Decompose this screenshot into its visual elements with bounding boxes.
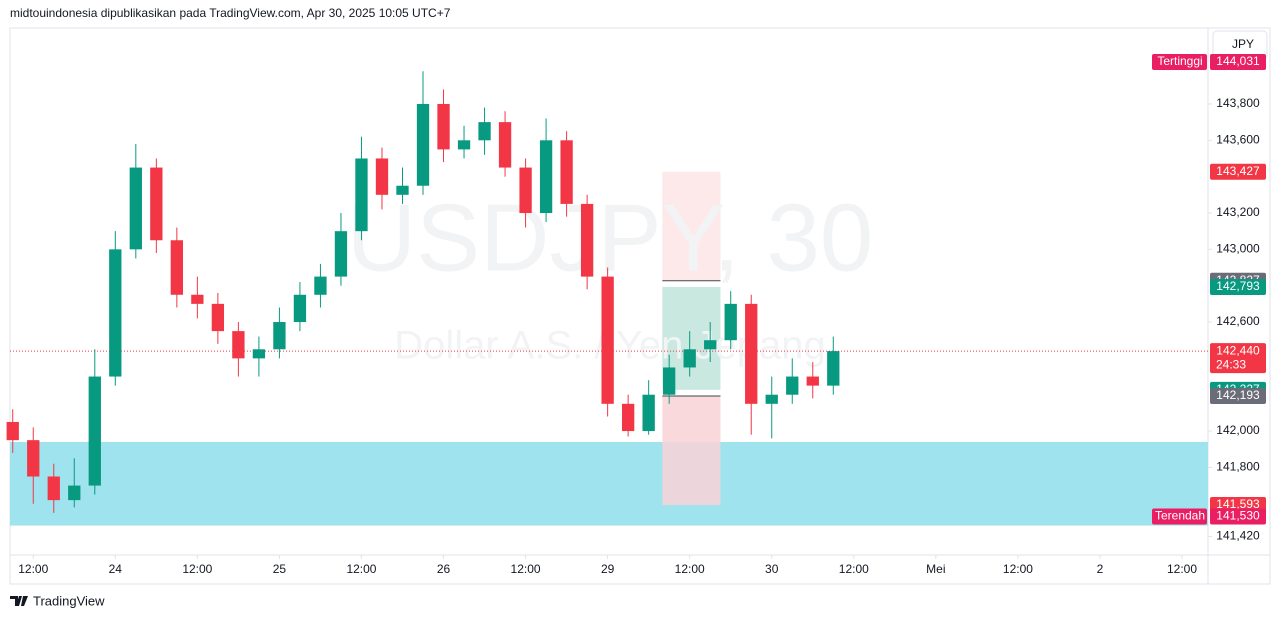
candle-body (129, 167, 142, 250)
candle-body (170, 240, 183, 295)
zone (662, 171, 721, 281)
price-label: 142,193 (1216, 388, 1260, 402)
x-tick-label: 12:00 (1167, 562, 1197, 576)
y-tick-label: 141,420 (1216, 529, 1260, 543)
price-tag: Tertinggi (1157, 54, 1202, 68)
candle-body (293, 294, 307, 323)
candle-body (724, 303, 737, 341)
x-tick-label: 26 (437, 562, 451, 576)
candle-body (273, 322, 286, 350)
candle-body (355, 158, 368, 232)
price-label-box (1210, 278, 1266, 295)
candle-body (68, 485, 81, 501)
candle-body (109, 249, 122, 377)
candle-body (683, 349, 696, 368)
header: midtouindonesia dipublikasikan pada Trad… (10, 6, 451, 20)
x-tick-label: Mei (926, 562, 945, 576)
candle-body (478, 122, 491, 141)
candle-body (437, 103, 450, 150)
x-tick-label: 12:00 (1003, 562, 1033, 576)
x-tick-label: 12:00 (182, 562, 212, 576)
candle-body (191, 294, 204, 304)
price-label: 142,793 (1216, 279, 1260, 293)
candle-body (827, 351, 840, 386)
candle-body (498, 122, 512, 168)
candle-body (150, 167, 163, 241)
candle-body (519, 167, 532, 213)
x-tick-label: 30 (765, 562, 779, 576)
y-tick-label: 141,800 (1216, 460, 1260, 474)
currency-label[interactable]: JPY (1232, 37, 1254, 51)
candle-body (232, 331, 245, 359)
candle-body (765, 394, 778, 404)
candle-body (642, 394, 655, 432)
zones (10, 171, 1208, 526)
candle-body (416, 103, 430, 186)
x-tick-label: 12:00 (18, 562, 48, 576)
x-tick-label: 2 (1097, 562, 1104, 576)
candle-body (396, 185, 409, 195)
price-label: 141,530 (1216, 509, 1260, 523)
price-label: 144,031 (1216, 54, 1260, 68)
y-tick-label: 143,000 (1216, 242, 1260, 256)
candle-body (539, 140, 553, 213)
candle-body (806, 376, 819, 386)
x-tick-label: 29 (601, 562, 615, 576)
watermark-title: USDJPY, 30 (347, 184, 874, 291)
candle-body (621, 403, 635, 432)
countdown: 24:33 (1216, 357, 1246, 371)
price-label-box (1210, 163, 1266, 180)
price-label-box (1210, 387, 1266, 404)
logo (10, 596, 28, 606)
candle-body (786, 376, 799, 395)
candle-body (314, 276, 327, 295)
price-label: 141,593 (1216, 497, 1260, 511)
candle-body (704, 340, 717, 350)
candle-body (334, 231, 348, 277)
y-tick-label: 142,600 (1216, 314, 1260, 328)
candle-body (47, 476, 60, 501)
y-tick-label: 143,200 (1216, 205, 1260, 219)
candle-body (6, 421, 19, 441)
price-tag-box (1152, 508, 1207, 525)
chart-frame (9, 27, 1271, 585)
price-tag: Terendah (1155, 509, 1205, 523)
candle-body (560, 140, 573, 204)
x-tick-label: 12:00 (839, 562, 869, 576)
x-tick-label: 25 (273, 562, 287, 576)
y-tick-label: 143,600 (1216, 132, 1260, 146)
candle-body (88, 376, 101, 486)
price-label-box (1210, 343, 1266, 374)
candle-body (252, 349, 266, 359)
candle-body (663, 367, 676, 395)
price-label-box (1210, 508, 1266, 525)
x-tick-label: 24 (109, 562, 123, 576)
candle-body (375, 158, 389, 195)
x-tick-label: 12:00 (511, 562, 541, 576)
price-label: 142,440 (1216, 343, 1260, 357)
x-tick-label: 12:00 (346, 562, 376, 576)
candle-body (457, 140, 471, 150)
price-label: 143,427 (1216, 164, 1260, 178)
candle-body (580, 203, 594, 277)
zone (10, 441, 1208, 526)
zone (662, 395, 721, 506)
x-tick-label: 12:00 (675, 562, 705, 576)
footer-brand: TradingView (33, 593, 105, 608)
candle-body (745, 303, 758, 404)
candle-body (27, 440, 40, 477)
price-label-box (1210, 53, 1266, 70)
y-tick-label: 142,000 (1216, 423, 1260, 437)
candle-body (601, 276, 614, 404)
price-tag-box (1152, 53, 1207, 70)
candle-body (211, 303, 225, 332)
y-tick-label: 143,800 (1216, 96, 1260, 110)
